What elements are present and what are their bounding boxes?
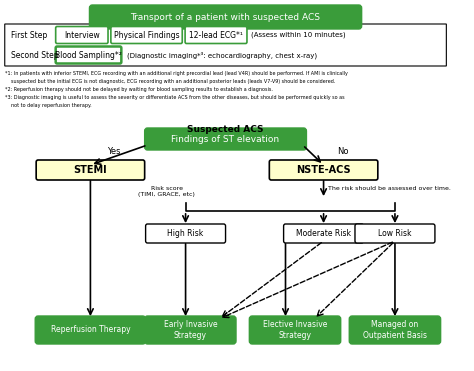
FancyBboxPatch shape	[283, 224, 364, 243]
Text: Interview: Interview	[64, 30, 100, 39]
Text: Findings of ST elevation: Findings of ST elevation	[172, 135, 280, 144]
FancyBboxPatch shape	[5, 24, 447, 66]
Text: Elective Invasive
Strategy: Elective Invasive Strategy	[263, 320, 327, 340]
Text: *2: Reperfusion therapy should not be delayed by waiting for blood sampling resu: *2: Reperfusion therapy should not be de…	[5, 87, 273, 92]
FancyBboxPatch shape	[249, 316, 341, 344]
FancyBboxPatch shape	[55, 46, 121, 63]
Text: STEMI: STEMI	[73, 165, 107, 175]
FancyBboxPatch shape	[349, 316, 441, 344]
Text: *1: In patients with inferior STEMI, ECG recording with an additional right prec: *1: In patients with inferior STEMI, ECG…	[5, 71, 347, 76]
FancyBboxPatch shape	[111, 26, 182, 43]
Text: *3: Diagnostic imaging is useful to assess the severity or differentiate ACS fro: *3: Diagnostic imaging is useful to asse…	[5, 95, 345, 100]
FancyBboxPatch shape	[145, 316, 236, 344]
Text: Second Step: Second Step	[11, 50, 59, 59]
FancyBboxPatch shape	[36, 160, 145, 180]
FancyBboxPatch shape	[145, 128, 307, 150]
Text: Yes: Yes	[108, 147, 121, 155]
FancyBboxPatch shape	[269, 160, 378, 180]
Text: Blood Sampling*²: Blood Sampling*²	[55, 50, 122, 59]
FancyBboxPatch shape	[90, 5, 362, 29]
FancyBboxPatch shape	[55, 26, 108, 43]
Text: (Diagnostic imaging*³: echocardiography, chest x-ray): (Diagnostic imaging*³: echocardiography,…	[127, 51, 317, 59]
Text: Suspected ACS: Suspected ACS	[187, 125, 264, 134]
Text: No: No	[337, 147, 348, 155]
FancyBboxPatch shape	[35, 316, 146, 344]
Text: suspected but the initial ECG is not diagnostic, ECG recording with an additiona: suspected but the initial ECG is not dia…	[5, 79, 335, 84]
FancyBboxPatch shape	[185, 26, 247, 43]
Text: Moderate Risk: Moderate Risk	[296, 229, 351, 238]
Text: (Assess within 10 minutes): (Assess within 10 minutes)	[251, 32, 346, 38]
Text: High Risk: High Risk	[167, 229, 204, 238]
Text: Managed on
Outpatient Basis: Managed on Outpatient Basis	[363, 320, 427, 340]
Text: Low Risk: Low Risk	[378, 229, 412, 238]
Text: Reperfusion Therapy: Reperfusion Therapy	[51, 325, 130, 335]
Text: Early Invasive
Strategy: Early Invasive Strategy	[164, 320, 217, 340]
Text: not to delay reperfusion therapy.: not to delay reperfusion therapy.	[5, 103, 91, 108]
Text: Risk score
(TIMI, GRACE, etc): Risk score (TIMI, GRACE, etc)	[138, 186, 195, 197]
FancyBboxPatch shape	[355, 224, 435, 243]
Text: Physical Findings: Physical Findings	[114, 30, 179, 39]
Text: 12-lead ECG*¹: 12-lead ECG*¹	[189, 30, 243, 39]
Text: First Step: First Step	[11, 30, 48, 39]
FancyBboxPatch shape	[146, 224, 226, 243]
Text: The risk should be assessed over time.: The risk should be assessed over time.	[328, 186, 451, 191]
Text: Transport of a patient with suspected ACS: Transport of a patient with suspected AC…	[130, 13, 320, 22]
Text: NSTE-ACS: NSTE-ACS	[296, 165, 351, 175]
